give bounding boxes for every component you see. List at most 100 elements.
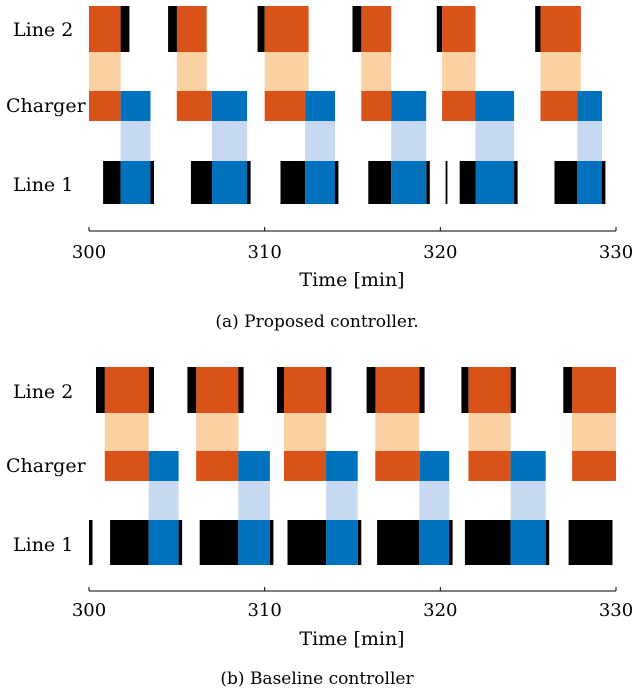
transfer-bar-line2-charger [572, 413, 616, 451]
line2-bus-bar [264, 6, 309, 52]
line2-idle-bar [436, 6, 443, 52]
line2-idle-bar [352, 6, 362, 52]
transfer-bar-charger-line1 [120, 121, 151, 161]
charger-line1-bar [212, 91, 248, 121]
line2-idle-bar [148, 367, 154, 413]
line1-bus-bar [475, 161, 515, 204]
x-tick-label: 300 [72, 600, 106, 621]
x-tick-label: 320 [423, 242, 457, 263]
transfer-bar-charger-line1 [419, 481, 450, 520]
transfer-bar-charger-line1 [305, 121, 335, 161]
charger-line1-bar [120, 91, 151, 121]
charger-line1-bar [510, 451, 546, 481]
line1-bus-bar [238, 520, 270, 565]
line2-bus-bar [468, 367, 511, 413]
row-label-line2: Line 2 [13, 381, 73, 403]
x-tick-label: 330 [599, 600, 633, 621]
line1-bus-bar [120, 161, 151, 204]
charger-line2-bar [176, 91, 212, 121]
x-tick-label: 330 [599, 242, 633, 263]
transfer-bar-charger-line1 [326, 481, 358, 520]
transfer-bar-line2-charger [196, 413, 239, 451]
bars-proposed [89, 6, 606, 204]
charger-line1-bar [238, 451, 270, 481]
transfer-bar-charger-line1 [475, 121, 515, 161]
line2-bus-bar [104, 367, 149, 413]
charger-line2-bar [540, 91, 578, 121]
panel-baseline: Line 2 Charger Line 1 300 310 320 330 Time … [6, 367, 633, 689]
row-label-line1: Line 1 [13, 534, 73, 556]
charger-line1-bar [475, 91, 515, 121]
line2-bus-bar [89, 6, 121, 52]
transfer-bar-charger-line1 [148, 481, 179, 520]
line2-idle-bar [120, 6, 130, 52]
charger-line2-bar [442, 91, 476, 121]
charger-line2-bar [284, 451, 327, 481]
line2-idle-bar [366, 367, 376, 413]
line1-end-mark [601, 161, 606, 204]
transfer-bar-line2-charger [540, 52, 581, 91]
line2-idle-bar [277, 367, 284, 413]
charger-line2-bar [89, 91, 121, 121]
transfer-bar-charger-line1 [238, 481, 270, 520]
line1-idle-bar [103, 161, 121, 204]
charger-line2-bar [104, 451, 149, 481]
x-tick-label: 320 [423, 600, 457, 621]
line1-idle-bar [110, 520, 149, 565]
transfer-bar-line2-charger [264, 52, 309, 91]
line1-idle-bar [280, 161, 306, 204]
line1-end-mark [357, 520, 362, 565]
line1-bus-bar [510, 520, 546, 565]
bars-baseline [89, 367, 616, 565]
transfer-bar-line2-charger [442, 52, 476, 91]
line1-end-mark [514, 161, 518, 204]
line1-idle-bar [199, 520, 239, 565]
line2-bus-bar [442, 6, 476, 52]
line1-mark [89, 520, 93, 565]
transfer-bar-line2-charger [468, 413, 511, 451]
line2-bus-bar [540, 6, 581, 52]
line2-bus-bar [572, 367, 616, 413]
line2-idle-bar [535, 6, 541, 52]
line1-bus-bar [305, 161, 335, 204]
line1-end-mark [426, 161, 430, 204]
line1-idle-bar [568, 520, 613, 565]
line1-idle-bar [368, 161, 392, 204]
transfer-bar-line2-charger [284, 413, 327, 451]
row-label-charger: Charger [6, 95, 87, 117]
caption-baseline: (b) Baseline controller [220, 669, 414, 689]
row-label-line1: Line 1 [13, 174, 73, 196]
line2-idle-bar [419, 367, 425, 413]
line1-end-mark [178, 520, 183, 565]
line2-idle-bar [96, 367, 105, 413]
line2-bus-bar [176, 6, 207, 52]
row-label-line2: Line 2 [13, 19, 73, 41]
line2-idle-bar [238, 367, 244, 413]
transfer-bar-charger-line1 [212, 121, 248, 161]
charger-line1-bar [305, 91, 335, 121]
x-axis-label: Time [min] [299, 628, 404, 650]
line1-bus-bar [577, 161, 602, 204]
charger-line2-bar [375, 451, 420, 481]
line1-idle-bar [464, 520, 511, 565]
charger-line1-bar [419, 451, 450, 481]
line2-idle-bar [563, 367, 573, 413]
line1-idle-bar [377, 520, 420, 565]
line2-idle-bar [326, 367, 332, 413]
x-ticks-proposed: 300 310 320 330 [72, 227, 633, 263]
line1-idle-bar [554, 161, 578, 204]
transfer-bar-line2-charger [104, 413, 149, 451]
transfer-bar-charger-line1 [510, 481, 546, 520]
charger-line1-bar [577, 91, 602, 121]
x-axis-label: Time [min] [299, 269, 404, 291]
line1-bus-bar [212, 161, 248, 204]
line1-idle-bar [287, 520, 327, 565]
line1-idle-bar [459, 161, 476, 204]
row-label-charger: Charger [6, 455, 87, 477]
line1-bus-bar [326, 520, 358, 565]
line1-end-mark [334, 161, 339, 204]
line2-bus-bar [375, 367, 420, 413]
line2-bus-bar [196, 367, 239, 413]
line1-end-mark [545, 520, 550, 565]
